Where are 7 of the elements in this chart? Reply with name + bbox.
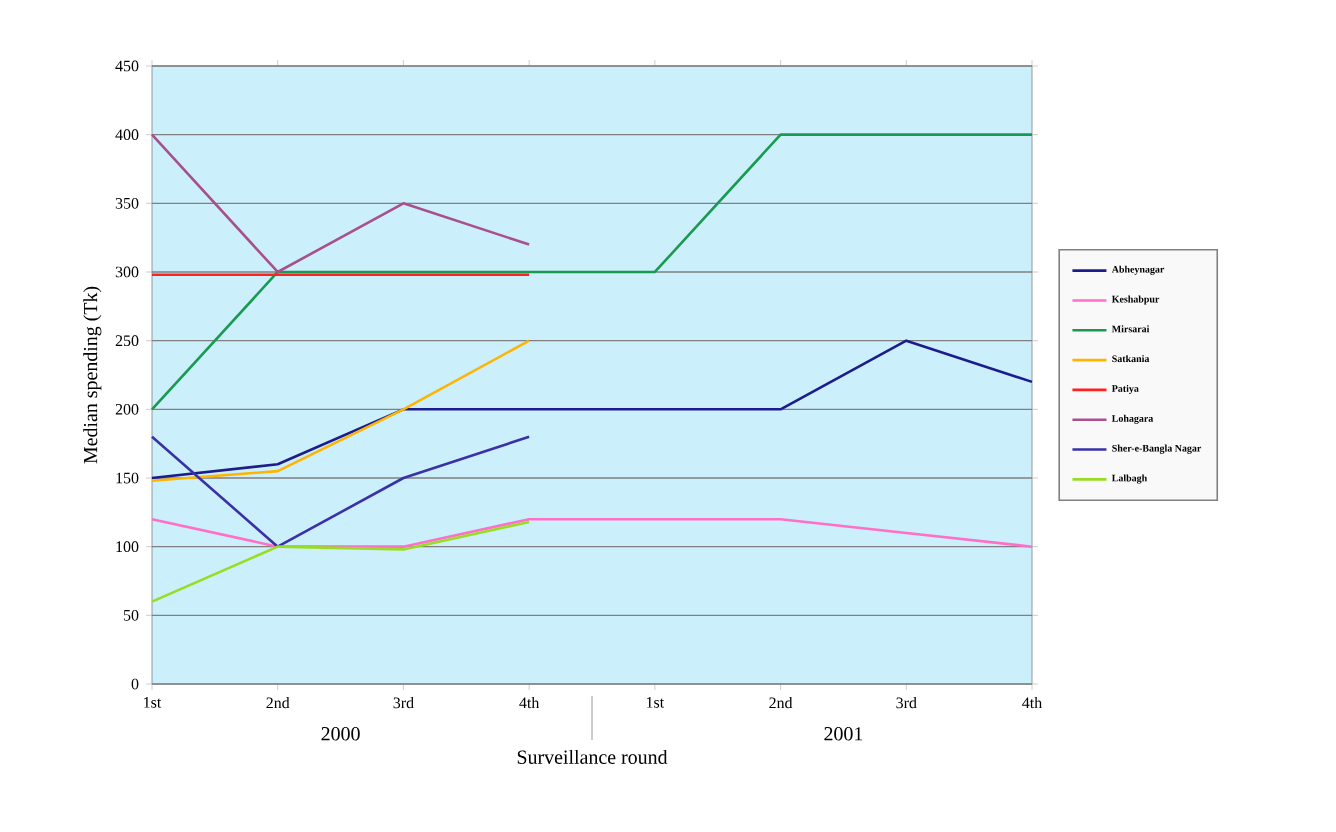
y-axis-title: Median spending (Tk) <box>83 286 102 464</box>
line-series <box>150 339 531 483</box>
line-series <box>150 133 531 274</box>
line-series <box>150 520 531 603</box>
text: 2001 <box>824 727 863 741</box>
text: 2000 <box>321 727 360 741</box>
x-axis-title: Surveillance round <box>517 749 668 764</box>
